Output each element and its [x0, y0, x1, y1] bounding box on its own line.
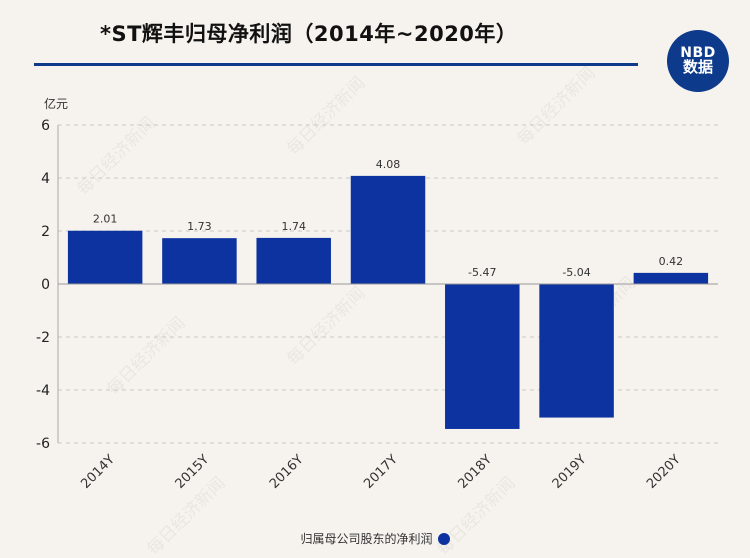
legend-label: 归属母公司股东的净利润 — [300, 532, 433, 546]
y-tick-label: 2 — [41, 224, 50, 240]
logo-text-bottom: 数据 — [682, 58, 713, 77]
y-tick-label: 6 — [41, 118, 50, 134]
y-tick-label: -2 — [36, 330, 50, 346]
watermark-text: 每日经济新闻 — [513, 63, 599, 149]
y-tick-label: 4 — [41, 171, 50, 187]
bar — [67, 230, 143, 284]
bar — [445, 284, 520, 429]
data-label: 1.73 — [187, 220, 212, 233]
watermark-text: 每日经济新闻 — [103, 313, 189, 399]
bar — [350, 175, 426, 284]
y-tick-label: -6 — [36, 436, 50, 452]
y-axis-unit-label: 亿元 — [44, 97, 69, 111]
watermark-text: 每日经济新闻 — [73, 113, 159, 199]
bar — [256, 237, 331, 284]
x-tick-label: 2016Y — [267, 452, 307, 492]
watermark-text: 每日经济新闻 — [283, 73, 369, 159]
data-label: 2.01 — [93, 213, 118, 226]
data-label: -5.47 — [468, 266, 496, 279]
data-label: -5.04 — [562, 266, 590, 279]
x-tick-label: 2020Y — [644, 452, 684, 492]
legend-swatch — [437, 532, 450, 545]
bar — [633, 272, 709, 284]
logo-text-top: NBD — [680, 44, 716, 61]
x-tick-label: 2019Y — [550, 452, 590, 492]
data-label: 4.08 — [376, 158, 401, 171]
x-tick-label: 2018Y — [455, 452, 495, 492]
y-tick-label: -4 — [36, 383, 50, 399]
data-label: 1.74 — [281, 220, 306, 233]
bar — [162, 238, 237, 284]
bar — [539, 284, 614, 418]
nbd-logo: NBD 数据 — [667, 30, 729, 92]
x-tick-label: 2017Y — [361, 452, 401, 492]
watermark-text: 每日经济新闻 — [283, 283, 369, 369]
x-tick-label: 2014Y — [78, 452, 118, 492]
legend: 归属母公司股东的净利润 — [0, 530, 750, 547]
y-tick-label: 0 — [41, 277, 50, 293]
chart-title: *ST辉丰归母净利润（2014年~2020年） — [100, 22, 518, 46]
title-underline — [34, 63, 638, 66]
data-label: 0.42 — [659, 255, 684, 268]
